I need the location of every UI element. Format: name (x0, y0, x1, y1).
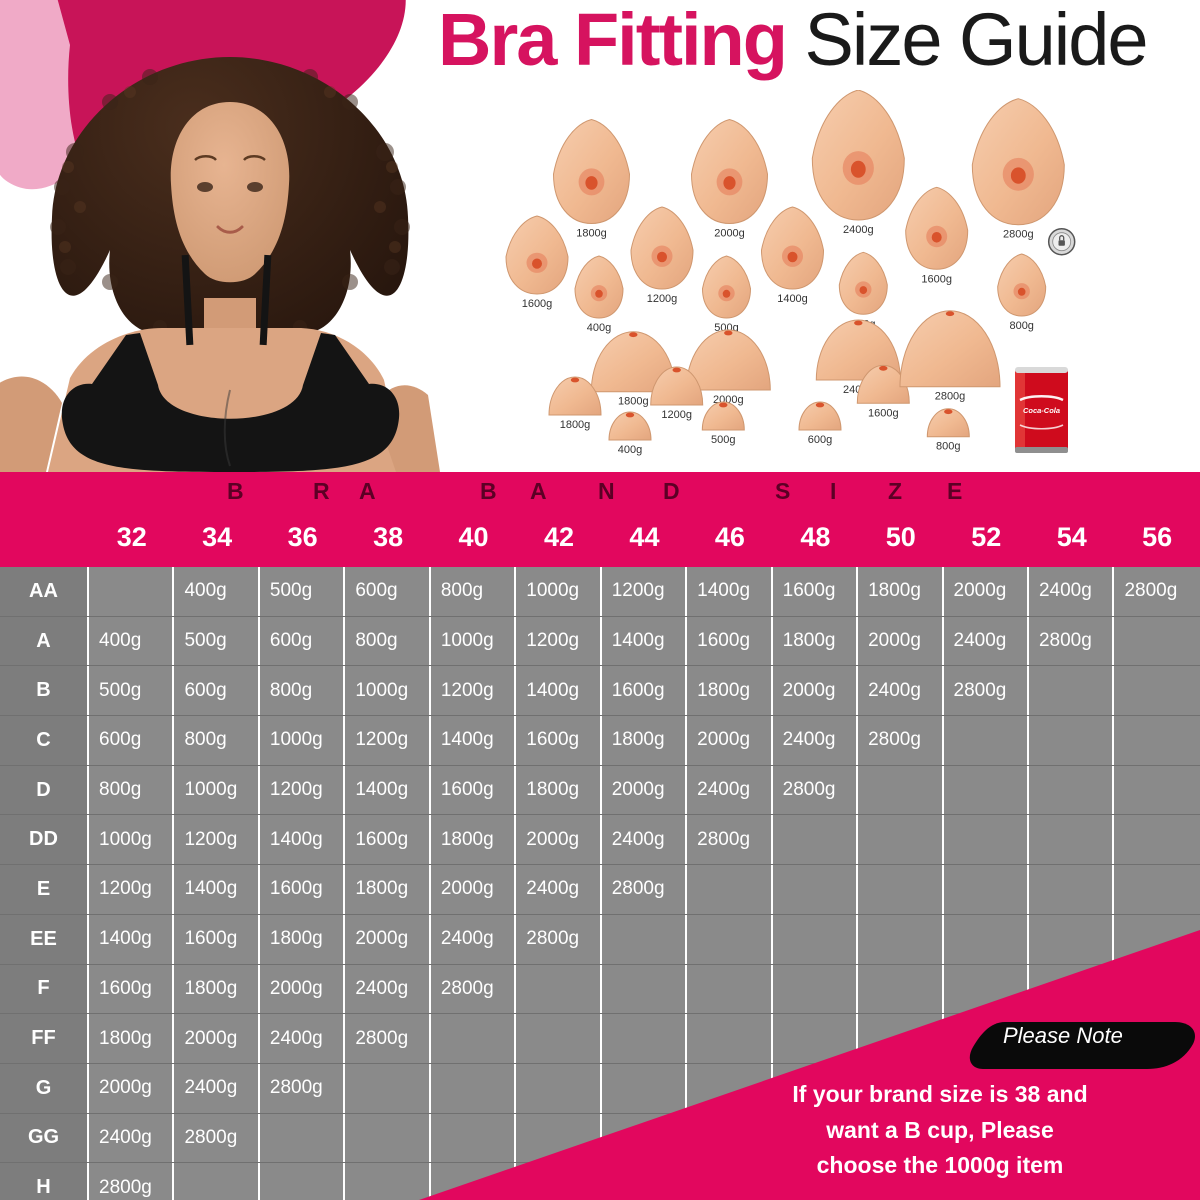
svg-text:800g: 800g (1009, 320, 1033, 332)
svg-text:2000g: 2000g (714, 228, 745, 240)
svg-text:600g: 600g (808, 434, 832, 446)
svg-text:1600g: 1600g (921, 273, 952, 285)
svg-text:1600g: 1600g (868, 407, 899, 419)
svg-text:400g: 400g (587, 322, 611, 334)
svg-text:400g: 400g (618, 444, 642, 456)
svg-text:2400g: 2400g (843, 224, 874, 236)
svg-text:2800g: 2800g (1003, 229, 1034, 241)
svg-text:1400g: 1400g (777, 293, 808, 305)
svg-text:800g: 800g (936, 441, 960, 453)
svg-text:500g: 500g (711, 434, 735, 446)
svg-text:1200g: 1200g (661, 409, 692, 421)
svg-text:1800g: 1800g (618, 396, 649, 408)
svg-text:Coca-Cola: Coca-Cola (1023, 406, 1060, 415)
svg-text:1200g: 1200g (647, 293, 678, 305)
svg-text:1800g: 1800g (576, 228, 607, 240)
svg-text:1800g: 1800g (560, 419, 591, 431)
svg-text:2800g: 2800g (935, 391, 966, 403)
svg-text:1600g: 1600g (522, 298, 553, 310)
